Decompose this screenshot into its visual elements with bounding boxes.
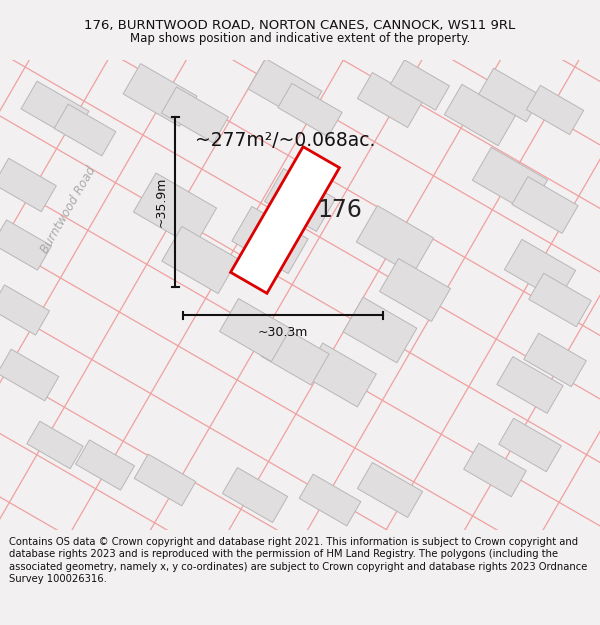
Polygon shape	[497, 357, 563, 413]
Polygon shape	[76, 440, 134, 490]
Polygon shape	[380, 259, 451, 321]
Polygon shape	[162, 226, 238, 294]
Polygon shape	[220, 299, 290, 361]
Polygon shape	[299, 474, 361, 526]
Text: 176: 176	[317, 198, 362, 222]
Polygon shape	[304, 343, 376, 407]
Polygon shape	[27, 421, 83, 469]
Text: ~277m²/~0.068ac.: ~277m²/~0.068ac.	[195, 131, 375, 149]
Polygon shape	[133, 173, 217, 247]
Polygon shape	[479, 68, 541, 122]
Polygon shape	[512, 177, 578, 233]
Polygon shape	[0, 285, 50, 335]
Polygon shape	[261, 325, 329, 385]
Polygon shape	[161, 87, 229, 143]
Polygon shape	[445, 84, 515, 146]
Polygon shape	[223, 468, 287, 522]
Polygon shape	[0, 349, 59, 401]
Text: Burntwood Road: Burntwood Road	[38, 164, 98, 256]
Text: Map shows position and indicative extent of the property.: Map shows position and indicative extent…	[130, 32, 470, 45]
Polygon shape	[248, 59, 322, 121]
Polygon shape	[343, 297, 417, 363]
Polygon shape	[134, 454, 196, 506]
Polygon shape	[358, 462, 422, 518]
Text: ~35.9m: ~35.9m	[155, 177, 167, 227]
Polygon shape	[524, 333, 586, 387]
Polygon shape	[0, 158, 56, 212]
Polygon shape	[499, 418, 562, 472]
Polygon shape	[472, 148, 548, 213]
Polygon shape	[505, 239, 575, 301]
Polygon shape	[21, 81, 89, 139]
Polygon shape	[278, 83, 342, 137]
Polygon shape	[356, 206, 434, 274]
Polygon shape	[0, 220, 52, 270]
Polygon shape	[391, 60, 449, 110]
Polygon shape	[526, 86, 584, 134]
Text: Contains OS data © Crown copyright and database right 2021. This information is : Contains OS data © Crown copyright and d…	[9, 537, 587, 584]
Polygon shape	[123, 64, 197, 126]
Text: ~30.3m: ~30.3m	[258, 326, 308, 339]
Polygon shape	[230, 147, 340, 293]
Polygon shape	[529, 273, 592, 327]
Text: 176, BURNTWOOD ROAD, NORTON CANES, CANNOCK, WS11 9RL: 176, BURNTWOOD ROAD, NORTON CANES, CANNO…	[85, 19, 515, 31]
Polygon shape	[54, 104, 116, 156]
Polygon shape	[464, 443, 526, 497]
Polygon shape	[358, 72, 422, 127]
Polygon shape	[232, 206, 308, 274]
Polygon shape	[265, 169, 335, 231]
